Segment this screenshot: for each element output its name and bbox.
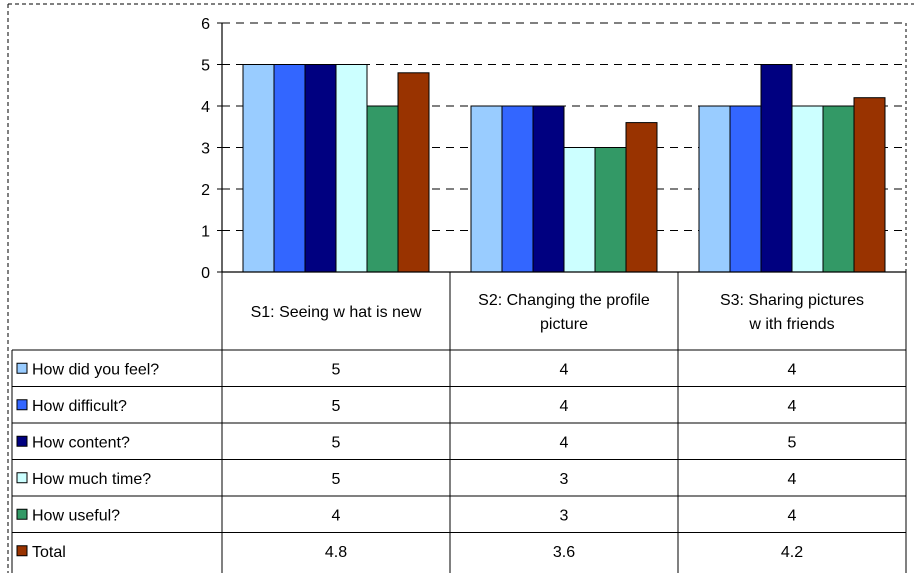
table-value: 4 [788, 361, 797, 378]
y-tick-label: 0 [201, 265, 210, 282]
legend-key [16, 435, 28, 447]
bar [501, 105, 534, 273]
bar [729, 105, 762, 273]
legend-key [16, 399, 28, 411]
bar [791, 105, 824, 273]
y-tick-label: 4 [201, 99, 210, 116]
y-tick-label: 5 [201, 58, 210, 75]
category-label: S3: Sharing pictures [720, 292, 864, 309]
bar [698, 105, 731, 273]
legend-key [16, 545, 28, 557]
table-value: 3 [560, 471, 569, 488]
table-value: 4 [560, 361, 569, 378]
table-value: 5 [332, 398, 341, 415]
table-value: 4.8 [325, 544, 347, 561]
table-value: 3 [560, 507, 569, 524]
bar [304, 64, 337, 273]
series-name: How difficult? [32, 398, 127, 415]
bar [335, 64, 368, 273]
table-value: 5 [788, 434, 797, 451]
y-tick-label: 2 [201, 182, 210, 199]
bar [625, 122, 658, 273]
bar [594, 147, 627, 273]
bar [397, 72, 430, 273]
table-value: 4 [332, 507, 341, 524]
series-name: How content? [32, 434, 130, 451]
category-label: w ith friends [748, 316, 834, 333]
bar [760, 64, 793, 273]
table-value: 4 [788, 398, 797, 415]
table-value: 4 [788, 471, 797, 488]
bar [532, 105, 565, 273]
category-label: S1: Seeing w hat is new [251, 304, 422, 321]
bar [822, 105, 855, 273]
category-label: S2: Changing the profile [478, 292, 650, 309]
y-tick-label: 6 [201, 16, 210, 33]
legend-key [16, 362, 28, 374]
table-value: 4 [560, 398, 569, 415]
series-name: Total [32, 544, 66, 561]
table-value: 4.2 [781, 544, 803, 561]
bar [563, 147, 596, 273]
table-value: 5 [332, 361, 341, 378]
bar [273, 64, 306, 273]
table-value: 4 [788, 507, 797, 524]
table-value: 5 [332, 471, 341, 488]
bar [242, 64, 275, 273]
table-value: 3.6 [553, 544, 575, 561]
legend-key [16, 508, 28, 520]
category-label: picture [540, 316, 588, 333]
table-value: 5 [332, 434, 341, 451]
bar [470, 105, 503, 273]
legend-key [16, 472, 28, 484]
bar [853, 97, 886, 273]
series-name: How did you feel? [32, 361, 159, 378]
series-name: How useful? [32, 507, 120, 524]
y-tick-label: 1 [201, 224, 210, 241]
series-name: How much time? [32, 471, 151, 488]
table-value: 4 [560, 434, 569, 451]
y-tick-label: 3 [201, 141, 210, 158]
bar [366, 105, 399, 273]
